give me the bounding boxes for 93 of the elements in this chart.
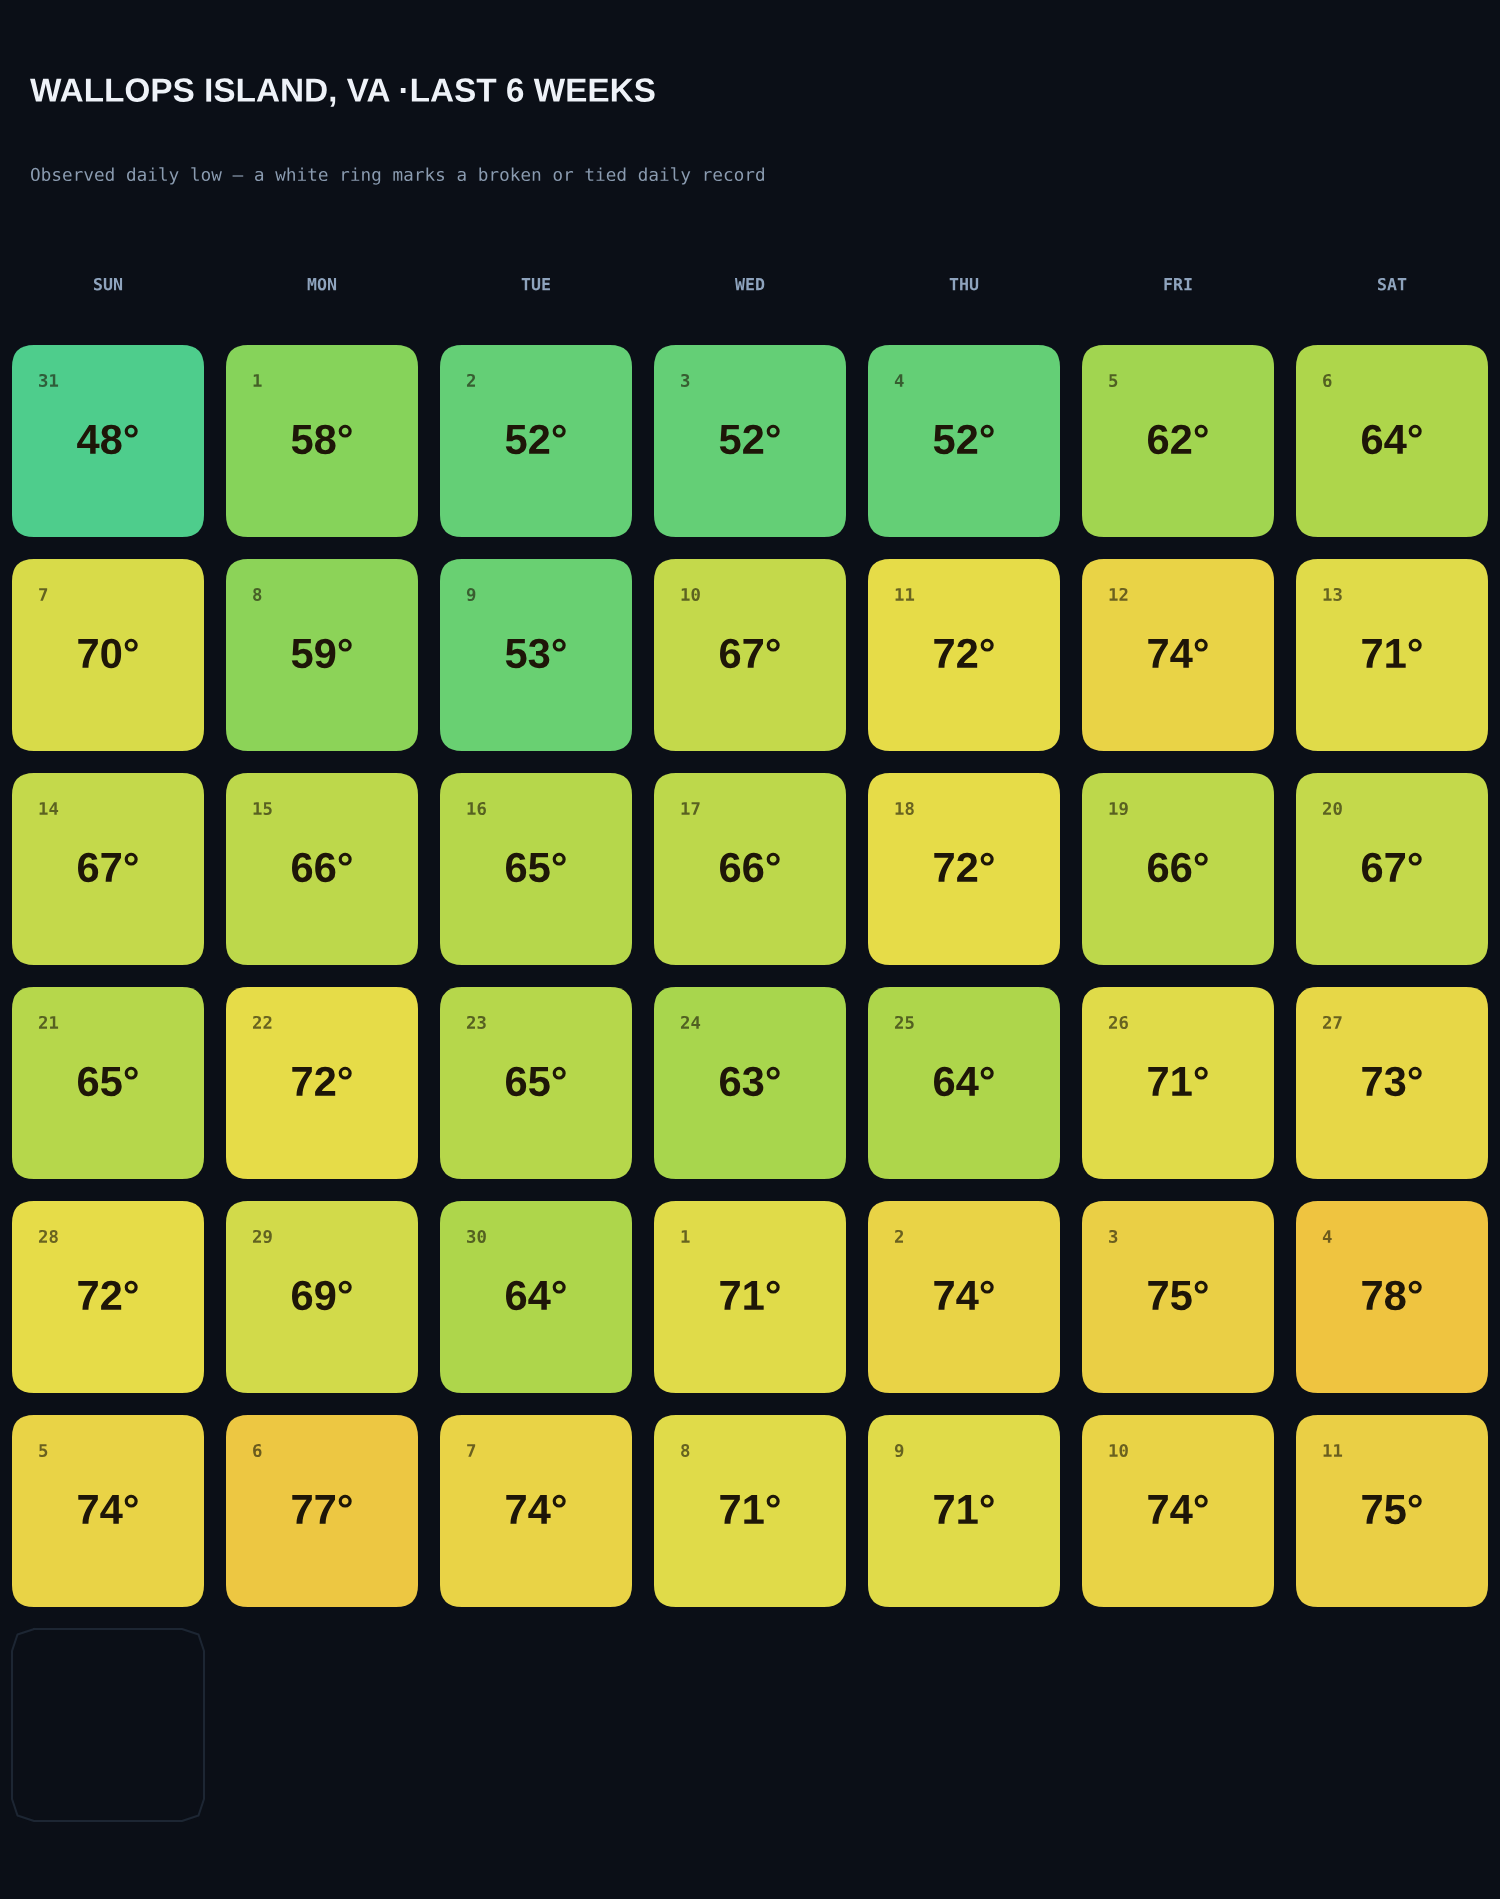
- annotation: 13: [1323, 587, 1342, 602]
- data-label: 71°: [1148, 1066, 1208, 1096]
- data-label: 58°: [291, 424, 352, 455]
- data-label: 64°: [934, 1066, 994, 1097]
- annotation: 17: [681, 802, 700, 815]
- annotation: 3: [1109, 1229, 1118, 1244]
- annotation: 1: [253, 374, 262, 387]
- x-tick-label: TUE: [521, 278, 550, 291]
- data-label: 74°: [506, 1494, 566, 1524]
- data-label: 63°: [720, 1066, 780, 1097]
- annotation: 31: [39, 373, 59, 388]
- data-label: 67°: [1362, 852, 1422, 883]
- annotation: 9: [894, 1444, 904, 1458]
- data-label: 65°: [506, 1066, 566, 1097]
- annotation: 6: [1323, 373, 1332, 388]
- data-label: 71°: [1362, 638, 1422, 668]
- data-label: 48°: [77, 424, 138, 455]
- data-label: 53°: [505, 638, 566, 669]
- data-label: 75°: [1362, 1494, 1422, 1525]
- annotation: 25: [894, 1015, 914, 1030]
- data-label: 75°: [1148, 1280, 1208, 1311]
- x-tick-label: SAT: [1378, 277, 1407, 291]
- x-tick-label: MON: [307, 277, 337, 291]
- data-label: 73°: [1362, 1066, 1422, 1097]
- annotation: 11: [1323, 1444, 1343, 1457]
- annotation: 18: [895, 801, 914, 816]
- data-label: 52°: [933, 424, 994, 455]
- annotation: 4: [894, 374, 904, 387]
- data-label: 71°: [720, 1494, 780, 1524]
- annotation: 27: [1322, 1015, 1342, 1029]
- data-label: 66°: [720, 852, 780, 883]
- data-label: 78°: [1362, 1280, 1422, 1311]
- annotation: 10: [1109, 1443, 1128, 1458]
- x-tick-label: WED: [734, 278, 765, 291]
- annotation: 5: [1109, 374, 1118, 388]
- annotation: 2: [466, 373, 476, 387]
- data-label: 71°: [934, 1494, 994, 1524]
- data-label: 72°: [934, 638, 994, 668]
- annotation: 30: [467, 1229, 486, 1244]
- chart-title: WALLOPS ISLAND, VA ·LAST 6 WEEKS: [30, 78, 655, 107]
- annotation: 16: [467, 801, 486, 816]
- annotation: 1: [681, 1230, 690, 1243]
- data-label: 66°: [1148, 852, 1208, 883]
- annotation: 2: [894, 1229, 904, 1243]
- data-label: 52°: [505, 424, 566, 455]
- data-label: 72°: [292, 1066, 352, 1096]
- annotation: 19: [1109, 802, 1128, 816]
- chart-subtitle: Observed daily low — a white ring marks a broken or tied daily record: [31, 167, 764, 185]
- annotation: 24: [680, 1015, 701, 1029]
- data-label: 65°: [78, 1066, 138, 1097]
- annotation: 3: [681, 373, 690, 388]
- data-label: 52°: [719, 424, 780, 455]
- data-label: 74°: [934, 1280, 994, 1310]
- annotation: 21: [38, 1015, 59, 1029]
- annotation: 7: [467, 1444, 476, 1457]
- data-label: 77°: [292, 1494, 352, 1524]
- data-label: 72°: [78, 1280, 138, 1310]
- data-label: 74°: [78, 1494, 138, 1524]
- annotation: 23: [466, 1015, 486, 1030]
- annotation: 22: [252, 1015, 272, 1029]
- data-label: 64°: [506, 1280, 566, 1311]
- data-label: 70°: [78, 638, 138, 669]
- annotation: 7: [39, 588, 48, 601]
- annotation: 4: [1322, 1230, 1332, 1243]
- annotation: 26: [1108, 1015, 1128, 1030]
- annotation: 20: [1322, 801, 1342, 816]
- annotation: 12: [1109, 587, 1128, 601]
- data-label: 64°: [1362, 424, 1422, 455]
- x-tick-label: FRI: [1164, 278, 1192, 291]
- data-label: 67°: [720, 638, 780, 669]
- data-label: 71°: [720, 1280, 780, 1310]
- annotation: 10: [681, 587, 700, 602]
- data-label: 74°: [1148, 1494, 1208, 1524]
- data-label: 65°: [506, 852, 566, 883]
- x-tick-label: THU: [949, 278, 979, 291]
- annotation: 8: [681, 1443, 690, 1458]
- data-label: 74°: [1148, 638, 1208, 668]
- annotation: 14: [39, 802, 59, 815]
- data-label: 59°: [291, 638, 352, 669]
- data-label: 69°: [292, 1280, 352, 1311]
- data-label: 62°: [1148, 424, 1208, 455]
- annotation: 29: [252, 1229, 272, 1244]
- x-tick-label: SUN: [94, 277, 123, 291]
- data-label: 67°: [78, 852, 138, 883]
- annotation: 15: [253, 802, 272, 816]
- annotation: 6: [253, 1443, 262, 1458]
- annotation: 9: [466, 588, 476, 602]
- annotation: 11: [895, 588, 915, 601]
- data-label: 72°: [934, 852, 994, 882]
- data-label: 66°: [292, 852, 352, 883]
- annotation: 5: [39, 1444, 48, 1458]
- annotation: 8: [253, 587, 262, 602]
- annotation: 28: [38, 1229, 58, 1244]
